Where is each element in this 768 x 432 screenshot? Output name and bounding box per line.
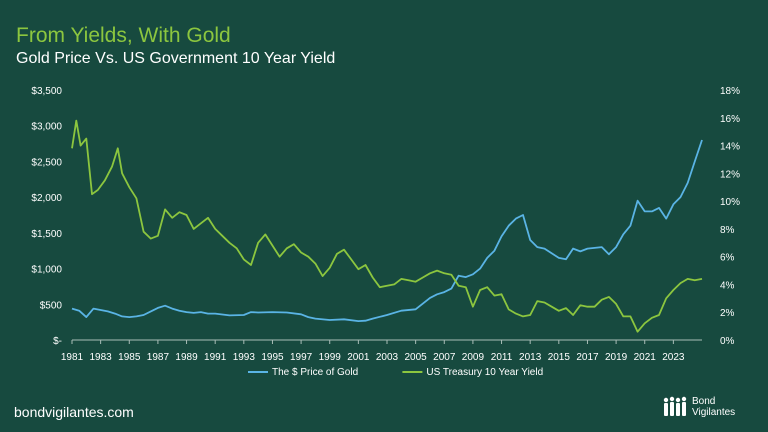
x-tick-label: 2003 [376, 352, 399, 363]
x-tick-label: 1987 [147, 352, 170, 363]
chart-subtitle: Gold Price Vs. US Government 10 Year Yie… [16, 50, 336, 67]
y-left-tick-label: $1,000 [31, 265, 62, 276]
y-right-tick-label: 2% [720, 308, 735, 319]
people-icon [663, 396, 687, 416]
x-tick-label: 1991 [204, 352, 227, 363]
x-tick-label: 1999 [319, 352, 342, 363]
x-tick-label: 2017 [576, 352, 599, 363]
logo-text: Bond Vigilantes [692, 396, 735, 418]
y-right-tick-label: 16% [720, 114, 740, 125]
x-tick-label: 2019 [605, 352, 628, 363]
legend-label: The $ Price of Gold [272, 367, 358, 378]
x-tick-label: 2013 [519, 352, 542, 363]
gold-price-line [71, 139, 703, 323]
x-tick-label: 2009 [462, 352, 485, 363]
x-tick-label: 1993 [233, 352, 256, 363]
y-right-tick-label: 6% [720, 253, 735, 264]
y-right-tick-label: 0% [720, 336, 735, 347]
chart-title: From Yields, With Gold [16, 24, 231, 47]
y-left-tick-label: $1,500 [31, 229, 62, 240]
legend-label: US Treasury 10 Year Yield [426, 367, 543, 378]
x-tick-label: 1983 [90, 352, 113, 363]
y-right-tick-label: 14% [720, 142, 740, 153]
y-left-tick-label: $3,500 [31, 86, 62, 97]
y-right-tick-label: 18% [720, 86, 740, 97]
y-right-tick-label: 12% [720, 169, 740, 180]
x-tick-label: 1981 [61, 352, 84, 363]
y-left-tick-label: $500 [40, 300, 63, 311]
x-tick-label: 2007 [433, 352, 456, 363]
x-tick-label: 2021 [634, 352, 657, 363]
x-tick-label: 1997 [290, 352, 313, 363]
y-right-tick-label: 4% [720, 280, 735, 291]
x-tick-label: 2001 [347, 352, 370, 363]
x-tick-label: 1989 [175, 352, 198, 363]
logo-line-1: Bond [692, 396, 716, 407]
x-tick-label: 1995 [261, 352, 284, 363]
x-tick-label: 2011 [491, 352, 513, 363]
x-tick-label: 1985 [118, 352, 141, 363]
y-right-tick-label: 8% [720, 225, 735, 236]
y-left-tick-label: $2,500 [31, 157, 62, 168]
y-left-tick-label: $2,000 [31, 193, 62, 204]
x-tick-label: 2023 [662, 352, 685, 363]
footer-url[interactable]: bondvigilantes.com [14, 404, 134, 420]
y-left-tick-label: $3,000 [31, 122, 62, 133]
logo-line-2: Vigilantes [692, 407, 736, 418]
y-left-tick-label: $- [53, 336, 62, 347]
y-right-tick-label: 10% [720, 197, 740, 208]
treasury-yield-line [71, 119, 703, 333]
x-tick-label: 2015 [548, 352, 571, 363]
bond-vigilantes-logo: Bond Vigilantes [662, 394, 758, 424]
x-tick-label: 2005 [405, 352, 428, 363]
